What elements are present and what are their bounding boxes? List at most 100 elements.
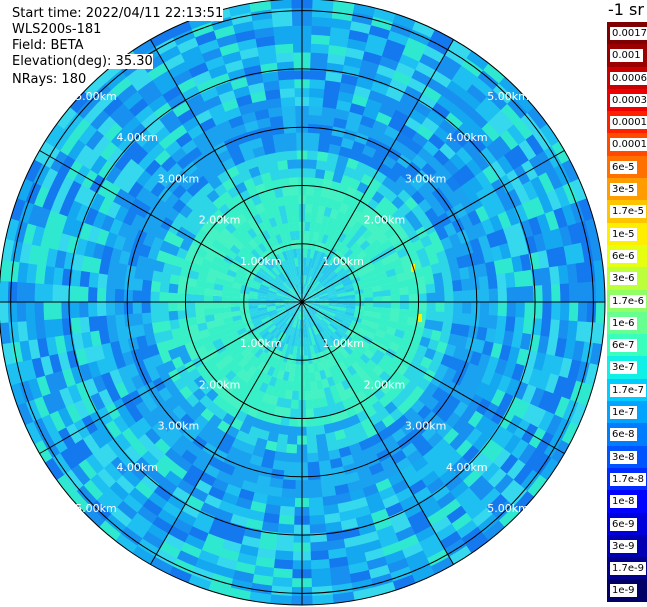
scan-cell (271, 266, 281, 276)
scan-cell (322, 278, 332, 287)
scan-cell (251, 317, 262, 324)
scan-cell (274, 141, 287, 153)
scan-cell (41, 392, 58, 415)
scan-cell (294, 257, 299, 267)
scan-cell (185, 285, 197, 295)
scan-cell (452, 169, 469, 188)
scan-cell (282, 479, 296, 490)
scan-cell (104, 513, 127, 535)
scan-cell (187, 574, 212, 591)
scan-cell (344, 205, 356, 218)
scan-cell (159, 311, 170, 322)
scan-cell (207, 486, 226, 501)
scan-cell (152, 69, 174, 88)
scan-cell (65, 179, 82, 201)
scan-cell (340, 518, 359, 531)
scan-cell (329, 26, 351, 39)
scan-cell (391, 428, 407, 443)
scan-cell (293, 275, 298, 286)
scan-cell (263, 143, 276, 156)
range-ring-label: 1.00km (322, 337, 364, 350)
scan-cell (346, 298, 356, 303)
scan-cell (351, 220, 363, 232)
scan-cell (377, 271, 389, 281)
scan-cell (98, 196, 114, 216)
scan-cell (100, 214, 115, 232)
scan-cell (289, 363, 296, 374)
scan-cell (315, 284, 325, 292)
scan-cell (267, 270, 277, 280)
scan-cell (131, 72, 153, 92)
scan-cell (277, 223, 285, 235)
scan-cell (256, 301, 267, 306)
scan-cell (299, 274, 302, 285)
scan-cell (213, 283, 224, 291)
scan-cell (251, 224, 263, 236)
scan-cell (368, 24, 391, 40)
scan-cell (357, 268, 368, 277)
range-ring-label: 4.00km (446, 461, 488, 474)
colorbar-level: 3e-7 (607, 356, 647, 379)
scan-cell (158, 454, 176, 471)
scan-cell (192, 69, 213, 86)
colorbar-level-label: 6e-8 (610, 428, 637, 442)
scan-cell (294, 230, 300, 240)
scan-cell (66, 443, 86, 465)
scan-cell (513, 381, 529, 401)
scan-cell (221, 157, 236, 171)
scan-cell (324, 431, 337, 443)
scan-cell (383, 464, 401, 479)
scan-cell (332, 218, 342, 230)
scan-cell (282, 314, 291, 323)
scan-cell (286, 326, 292, 336)
scan-cell (89, 257, 102, 274)
scan-cell (302, 283, 304, 294)
colorbar-level: 6e-5 (607, 155, 647, 179)
scan-cell (127, 336, 140, 352)
scan-cell (186, 316, 198, 327)
scan-cell (496, 155, 515, 175)
scan-cell (153, 259, 166, 273)
scan-cell (499, 242, 512, 260)
scan-cell (215, 81, 234, 96)
scan-cell (177, 275, 189, 286)
scan-cell (317, 141, 331, 153)
scan-cell (401, 542, 424, 559)
scan-cell (274, 330, 283, 340)
scan-cell (228, 330, 240, 340)
scan-cell (304, 212, 312, 223)
scan-cell (469, 277, 481, 291)
scan-cell (150, 280, 161, 293)
scan-cell (254, 437, 268, 450)
scan-cell (538, 193, 554, 215)
scan-cell (372, 290, 383, 298)
scan-cell (381, 434, 397, 450)
scan-cell (302, 310, 306, 321)
scan-cell (222, 285, 233, 293)
scan-cell (235, 379, 248, 392)
scan-cell (417, 293, 428, 303)
colorbar-level: 3e-5 (607, 178, 647, 201)
colorbar-level-label: 0.0001 (610, 138, 647, 152)
scan-cell (190, 261, 202, 273)
scan-cell (195, 279, 207, 289)
scan-cell (511, 144, 530, 166)
colorbar-level-label: 3e-6 (610, 272, 637, 286)
scan-cell (474, 381, 490, 399)
scan-cell (114, 314, 126, 329)
scan-cell (343, 425, 356, 439)
scan-cell (310, 212, 318, 224)
scan-cell (373, 72, 393, 88)
scan-cell (497, 375, 512, 394)
scan-cell (284, 294, 294, 299)
scan-cell (504, 272, 516, 289)
scan-cell (343, 283, 354, 290)
scan-cell (343, 535, 363, 549)
scan-cell (178, 399, 194, 414)
scan-cell (559, 302, 570, 322)
scan-cell (460, 405, 477, 424)
scan-cell (554, 246, 568, 267)
scan-cell (271, 414, 282, 426)
scan-cell (291, 276, 297, 286)
scan-cell (105, 314, 117, 330)
